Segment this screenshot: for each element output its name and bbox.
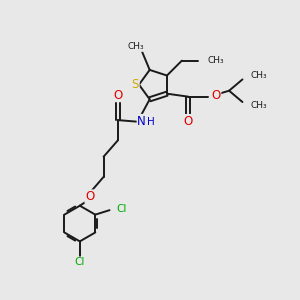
Text: CH₃: CH₃ [207,56,224,64]
Text: Cl: Cl [75,257,85,267]
Text: O: O [212,89,221,102]
Text: O: O [85,190,94,203]
Text: CH₃: CH₃ [251,101,267,110]
Text: Cl: Cl [116,204,127,214]
Text: H: H [147,117,154,127]
Text: O: O [113,88,122,102]
Text: N: N [137,115,146,128]
Text: S: S [132,78,139,91]
Text: CH₃: CH₃ [251,71,267,80]
Text: O: O [184,115,193,128]
Text: CH₃: CH₃ [128,42,144,51]
